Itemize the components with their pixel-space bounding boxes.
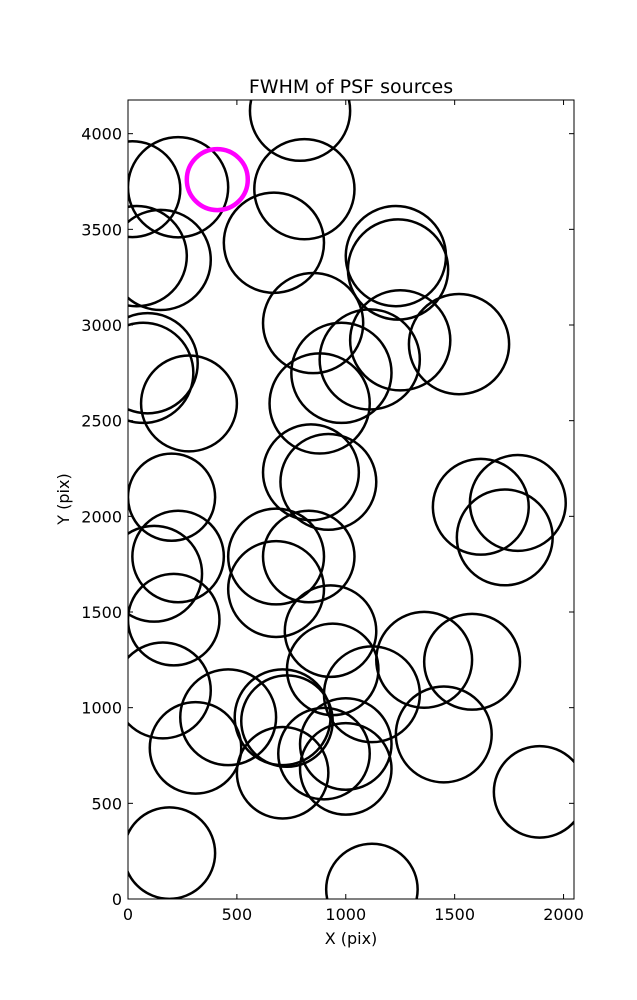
x-tick-label: 0	[123, 905, 133, 924]
psf-marker	[239, 674, 334, 769]
psf-marker	[248, 100, 352, 163]
psf-marker	[128, 311, 199, 415]
psf-marker	[394, 685, 493, 784]
psf-marker	[128, 524, 204, 623]
psf-marker	[128, 135, 230, 239]
y-tick-label: 3000	[81, 316, 122, 335]
psf-marker	[128, 321, 195, 425]
y-tick-label: 1500	[81, 603, 122, 622]
psf-marker	[128, 641, 212, 740]
y-tick-label: 500	[91, 794, 122, 813]
psf-marker	[268, 352, 371, 455]
x-axis-label: X (pix)	[325, 929, 378, 948]
psf-marker	[283, 584, 378, 679]
chart-title: FWHM of PSF sources	[249, 76, 453, 98]
x-tick-label: 2000	[543, 905, 584, 924]
y-tick-label: 0	[112, 890, 122, 909]
y-axis: 0 500 1000 1500 2000 2500 3000 3500 4000	[81, 125, 574, 909]
highlighted-psf-marker	[184, 146, 251, 213]
psf-marker	[131, 509, 226, 604]
x-tick-label: 1500	[434, 905, 475, 924]
psf-marker	[128, 806, 217, 899]
x-axis: 0 500 1000 1500 2000	[123, 100, 584, 924]
psf-marker	[277, 706, 371, 801]
psf-marker	[235, 725, 330, 820]
psf-marker	[324, 842, 419, 899]
psf-marker	[128, 208, 212, 312]
psf-marker	[407, 292, 511, 396]
x-tick-label: 1000	[325, 905, 366, 924]
x-tick-label: 500	[222, 905, 253, 924]
psf-marker	[261, 271, 365, 375]
psf-marker	[226, 539, 326, 639]
psf-marker	[422, 612, 522, 711]
y-tick-label: 1000	[81, 699, 122, 718]
psf-marker	[455, 488, 554, 587]
psf-marker	[128, 452, 217, 542]
psf-marker	[139, 354, 239, 453]
psf-marker	[222, 191, 326, 295]
psf-marker	[179, 668, 278, 767]
psf-marker	[253, 137, 356, 241]
psf-marker	[298, 721, 393, 816]
psf-marker	[148, 700, 243, 795]
psf-marker	[233, 668, 332, 767]
y-tick-label: 3500	[81, 220, 122, 239]
psf-marker	[279, 432, 378, 532]
psf-marker	[346, 218, 450, 321]
y-tick-label: 2500	[81, 412, 122, 431]
psf-marker	[298, 697, 393, 792]
psf-marker	[348, 288, 452, 392]
y-tick-label: 2000	[81, 507, 122, 526]
psf-marker	[128, 140, 182, 239]
psf-marker	[226, 507, 326, 606]
plot-frame	[127, 99, 575, 900]
psf-marker	[261, 423, 361, 522]
marker-layer	[128, 100, 574, 899]
psf-marker	[431, 457, 530, 556]
psf-marker	[128, 204, 189, 308]
psf-marker	[261, 509, 356, 604]
y-tick-label: 4000	[81, 125, 122, 144]
psf-marker	[290, 321, 393, 425]
y-axis-label: Y (pix)	[54, 473, 73, 525]
psf-marker	[128, 572, 221, 667]
psf-marker	[492, 744, 574, 839]
